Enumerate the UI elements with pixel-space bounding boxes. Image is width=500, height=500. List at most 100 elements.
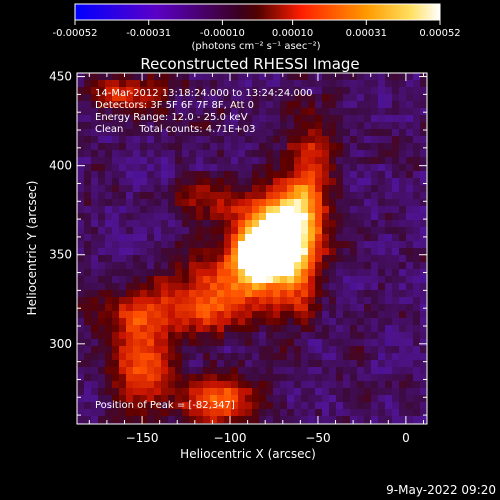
heatmap-cell xyxy=(350,164,358,172)
heatmap-cell xyxy=(84,164,92,172)
heatmap-cell xyxy=(399,409,407,417)
heatmap-cell xyxy=(350,297,358,305)
heatmap-cell xyxy=(280,101,288,109)
heatmap-cell xyxy=(280,360,288,368)
heatmap-cell xyxy=(406,276,414,284)
heatmap-cell xyxy=(371,143,379,151)
heatmap-cell xyxy=(203,108,211,116)
heatmap-cell xyxy=(98,115,106,123)
heatmap-cell xyxy=(420,374,428,382)
heatmap-cell xyxy=(399,262,407,270)
heatmap-cell xyxy=(126,297,134,305)
heatmap-cell xyxy=(238,416,246,424)
heatmap-cell xyxy=(203,185,211,193)
heatmap-cell xyxy=(350,143,358,151)
heatmap-cell xyxy=(420,311,428,319)
heatmap-cell xyxy=(140,199,148,207)
heatmap-cell xyxy=(91,241,99,249)
heatmap-cell xyxy=(385,388,393,396)
heatmap-cell xyxy=(280,381,288,389)
heatmap-cell xyxy=(364,80,372,88)
y-tick-label: 300 xyxy=(49,337,72,351)
heatmap-cell xyxy=(322,262,330,270)
heatmap-cell xyxy=(133,80,141,88)
heatmap-cell xyxy=(322,388,330,396)
heatmap-cell xyxy=(182,416,190,424)
heatmap-cell xyxy=(385,157,393,165)
heatmap-cell xyxy=(252,304,260,312)
heatmap-cell xyxy=(203,122,211,130)
heatmap-cell xyxy=(308,101,316,109)
heatmap-cell xyxy=(189,199,197,207)
heatmap-cell xyxy=(147,255,155,263)
heatmap-cell xyxy=(406,199,414,207)
heatmap-cell xyxy=(336,206,344,214)
heatmap-cell xyxy=(406,192,414,200)
heatmap-cell xyxy=(329,73,337,81)
heatmap-cell xyxy=(301,339,309,347)
heatmap-cell xyxy=(399,339,407,347)
heatmap-cell xyxy=(266,80,274,88)
heatmap-cell xyxy=(105,262,113,270)
heatmap-cell xyxy=(385,283,393,291)
heatmap-cell xyxy=(308,276,316,284)
heatmap-cell xyxy=(315,220,323,228)
heatmap-cell xyxy=(420,164,428,172)
heatmap-cell xyxy=(301,101,309,109)
heatmap-cell xyxy=(112,94,120,102)
heatmap-cell xyxy=(336,129,344,137)
heatmap-cell xyxy=(252,199,260,207)
heatmap-cell xyxy=(343,269,351,277)
heatmap-cell xyxy=(140,129,148,137)
heatmap-cell xyxy=(385,206,393,214)
heatmap-cell xyxy=(217,94,225,102)
heatmap-cell xyxy=(217,136,225,144)
heatmap-cell xyxy=(273,374,281,382)
heatmap-cell xyxy=(231,353,239,361)
heatmap-cell xyxy=(280,248,288,256)
heatmap-cell xyxy=(252,262,260,270)
heatmap-cell xyxy=(203,143,211,151)
heatmap-cell xyxy=(182,129,190,137)
heatmap-cell xyxy=(182,339,190,347)
heatmap-cell xyxy=(112,346,120,354)
heatmap-cell xyxy=(210,304,218,312)
heatmap-cell xyxy=(301,164,309,172)
heatmap-cell xyxy=(252,374,260,382)
heatmap-cell xyxy=(280,129,288,137)
heatmap-cell xyxy=(301,150,309,158)
heatmap-cell xyxy=(259,108,267,116)
heatmap-cell xyxy=(385,101,393,109)
heatmap-cell xyxy=(357,122,365,130)
heatmap-cell xyxy=(182,199,190,207)
heatmap-cell xyxy=(315,416,323,424)
heatmap-cell xyxy=(210,290,218,298)
heatmap-cell xyxy=(224,87,232,95)
heatmap-cell xyxy=(357,290,365,298)
heatmap-cell xyxy=(112,374,120,382)
heatmap-cell xyxy=(77,367,85,375)
heatmap-cell xyxy=(273,101,281,109)
heatmap-cell xyxy=(413,101,421,109)
heatmap-cell xyxy=(315,255,323,263)
heatmap-cell xyxy=(385,402,393,410)
heatmap-cell xyxy=(273,157,281,165)
heatmap-cell xyxy=(91,192,99,200)
heatmap-cell xyxy=(308,388,316,396)
heatmap-cell xyxy=(224,136,232,144)
heatmap-cell xyxy=(161,206,169,214)
heatmap-cell xyxy=(350,360,358,368)
heatmap-cell xyxy=(371,262,379,270)
heatmap-cell xyxy=(105,227,113,235)
heatmap-cell xyxy=(301,311,309,319)
heatmap-cell xyxy=(210,409,218,417)
heatmap-cell xyxy=(105,409,113,417)
heatmap-cell xyxy=(378,185,386,193)
heatmap-cell xyxy=(273,199,281,207)
heatmap-cell xyxy=(140,115,148,123)
heatmap-cell xyxy=(343,290,351,298)
heatmap-cell xyxy=(168,157,176,165)
heatmap-cell xyxy=(196,262,204,270)
heatmap-cell xyxy=(329,178,337,186)
heatmap-cell xyxy=(315,178,323,186)
